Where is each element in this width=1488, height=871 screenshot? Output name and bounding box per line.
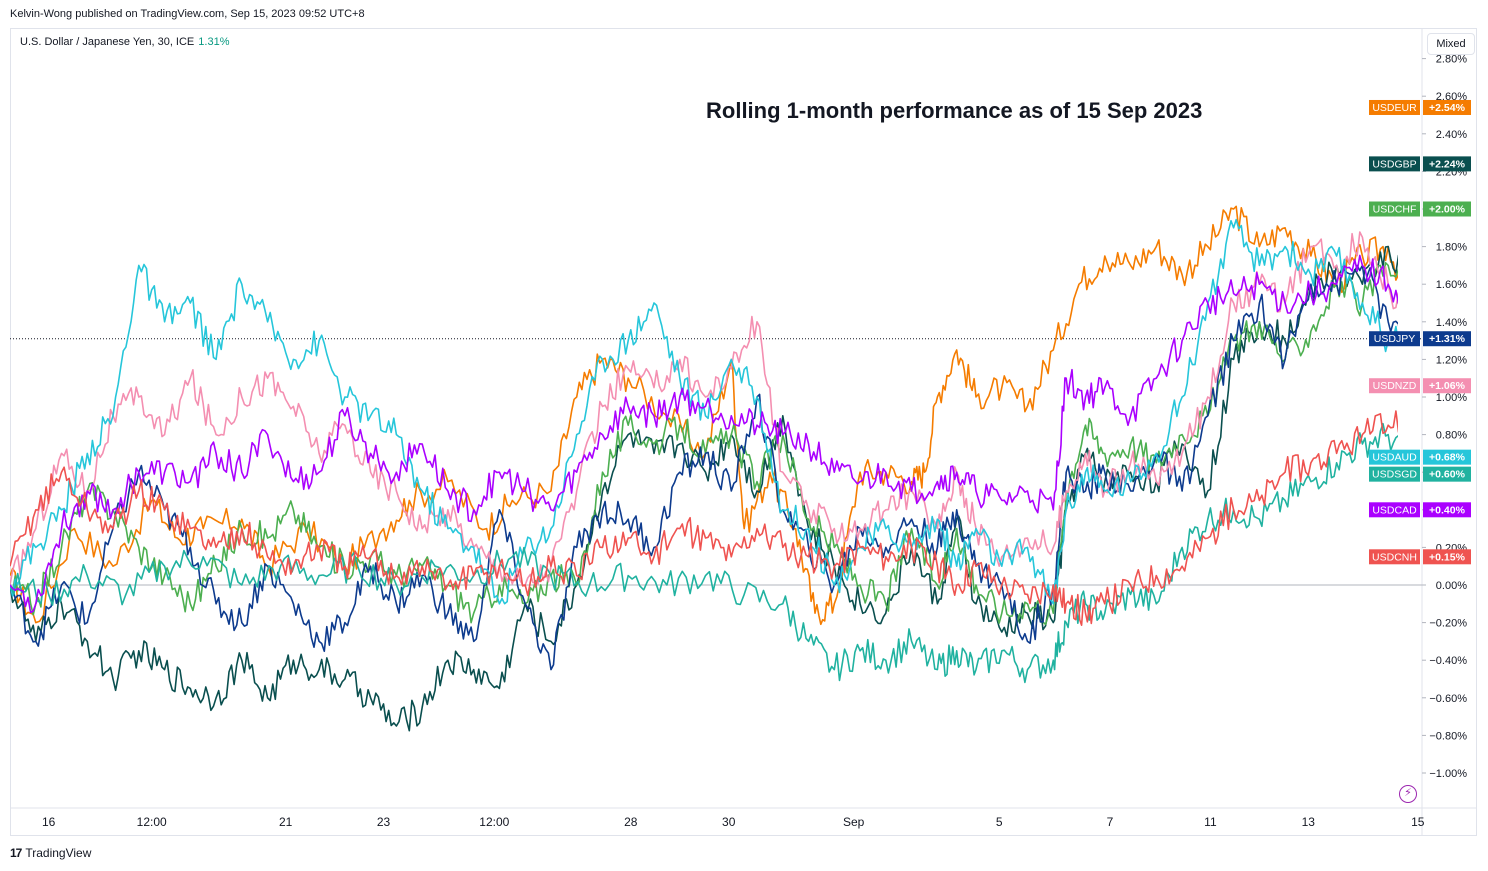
series-name-tag: [1369, 201, 1420, 217]
y-tick-label: −1.00%: [1429, 768, 1467, 780]
series-name-tag: [1369, 156, 1420, 172]
chart-title: Rolling 1-month performance as of 15 Sep…: [706, 98, 1203, 123]
series-value-tag: [1423, 549, 1471, 565]
series-line-usdcad: [10, 254, 1398, 614]
series-value-tag: [1423, 449, 1471, 465]
series-value-label: +1.31%: [1429, 333, 1466, 345]
series-line-usdaud: [10, 218, 1398, 605]
series-line-usdcnh: [10, 410, 1398, 626]
series-value-label: +0.60%: [1429, 469, 1466, 481]
series-line-usdjpy: [10, 264, 1398, 671]
x-tick-label: 21: [279, 815, 293, 829]
y-tick-label: 1.80%: [1436, 242, 1467, 254]
brand-footer[interactable]: 17 TradingView: [10, 846, 91, 860]
y-tick-label: 0.00%: [1436, 580, 1467, 592]
series-value-tag: [1423, 156, 1471, 172]
series-name-label: USDGBP: [1372, 158, 1416, 170]
series-name-label: USDCNH: [1372, 551, 1417, 563]
chart-frame: [10, 28, 1477, 836]
x-tick-label: 23: [377, 815, 391, 829]
series-value-label: +0.40%: [1429, 504, 1466, 516]
series-name-tag: [1369, 502, 1420, 518]
series-line-usdeur: [10, 205, 1398, 626]
series-name-label: USDNZD: [1373, 380, 1417, 392]
y-tick-label: −0.80%: [1429, 730, 1467, 742]
x-tick-label: 12:00: [479, 815, 509, 829]
series-name-label: USDSGD: [1372, 469, 1417, 481]
lightning-icon[interactable]: ⚡: [1399, 785, 1417, 803]
y-tick-label: 1.20%: [1436, 354, 1467, 366]
y-tick-label: −0.40%: [1429, 655, 1467, 667]
symbol-change: 1.31%: [198, 36, 230, 48]
series-line-usdsgd: [10, 422, 1398, 684]
series-value-tag: [1423, 502, 1471, 518]
series-name-tag: [1369, 549, 1420, 565]
series-value-label: +2.00%: [1429, 204, 1466, 216]
series-value-tag: [1423, 466, 1471, 482]
series-name-tag: [1369, 449, 1420, 465]
series-name-label: USDCHF: [1373, 204, 1417, 216]
y-tick-label: 1.00%: [1436, 392, 1467, 404]
series-name-tag: [1369, 331, 1420, 347]
series-value-label: +0.15%: [1429, 551, 1466, 563]
x-tick-label: 7: [1107, 815, 1114, 829]
y-tick-label: 0.80%: [1436, 430, 1467, 442]
series-value-label: +2.54%: [1429, 102, 1466, 114]
y-tick-label: 1.40%: [1436, 317, 1467, 329]
x-tick-label: 28: [624, 815, 638, 829]
y-tick-label: 2.40%: [1436, 129, 1467, 141]
series-value-label: +2.24%: [1429, 158, 1466, 170]
scale-mode-button[interactable]: Mixed: [1427, 33, 1475, 55]
series-name-tag: [1369, 466, 1420, 482]
series-value-tag: [1423, 378, 1471, 394]
x-tick-label: 30: [722, 815, 736, 829]
publish-info: Kelvin-Wong published on TradingView.com…: [10, 8, 365, 20]
series-line-usdgbp: [10, 245, 1398, 732]
x-tick-label: 16: [42, 815, 56, 829]
y-tick-label: −0.60%: [1429, 693, 1467, 705]
tradingview-logo-icon: 17: [10, 846, 22, 860]
x-tick-label: 12:00: [137, 815, 167, 829]
symbol-name: U.S. Dollar / Japanese Yen, 30, ICE: [20, 36, 195, 48]
series-name-label: USDEUR: [1372, 102, 1417, 114]
series-name-label: USDJPY: [1374, 333, 1415, 345]
series-name-label: USDAUD: [1372, 452, 1417, 464]
x-tick-label: 13: [1302, 815, 1316, 829]
series-name-tag: [1369, 99, 1420, 115]
x-tick-label: 11: [1204, 815, 1217, 829]
y-tick-label: −0.20%: [1429, 618, 1467, 630]
series-value-tag: [1423, 201, 1471, 217]
series-value-label: +0.68%: [1429, 452, 1466, 464]
brand-name: TradingView: [25, 846, 92, 860]
series-line-usdchf: [10, 262, 1398, 626]
series-value-label: +1.06%: [1429, 380, 1466, 392]
y-tick-label: 2.80%: [1436, 54, 1467, 66]
series-value-tag: [1423, 99, 1471, 115]
series-line-usdnzd: [10, 231, 1398, 586]
y-tick-label: 1.60%: [1436, 279, 1467, 291]
x-tick-label: 5: [996, 815, 1003, 829]
series-name-label: USDCAD: [1372, 504, 1417, 516]
x-tick-label: Sep: [843, 815, 865, 829]
x-tick-label: 15: [1411, 815, 1425, 829]
symbol-info[interactable]: U.S. Dollar / Japanese Yen, 30, ICE 1.31%: [20, 36, 229, 48]
series-name-tag: [1369, 378, 1420, 394]
series-value-tag: [1423, 331, 1471, 347]
